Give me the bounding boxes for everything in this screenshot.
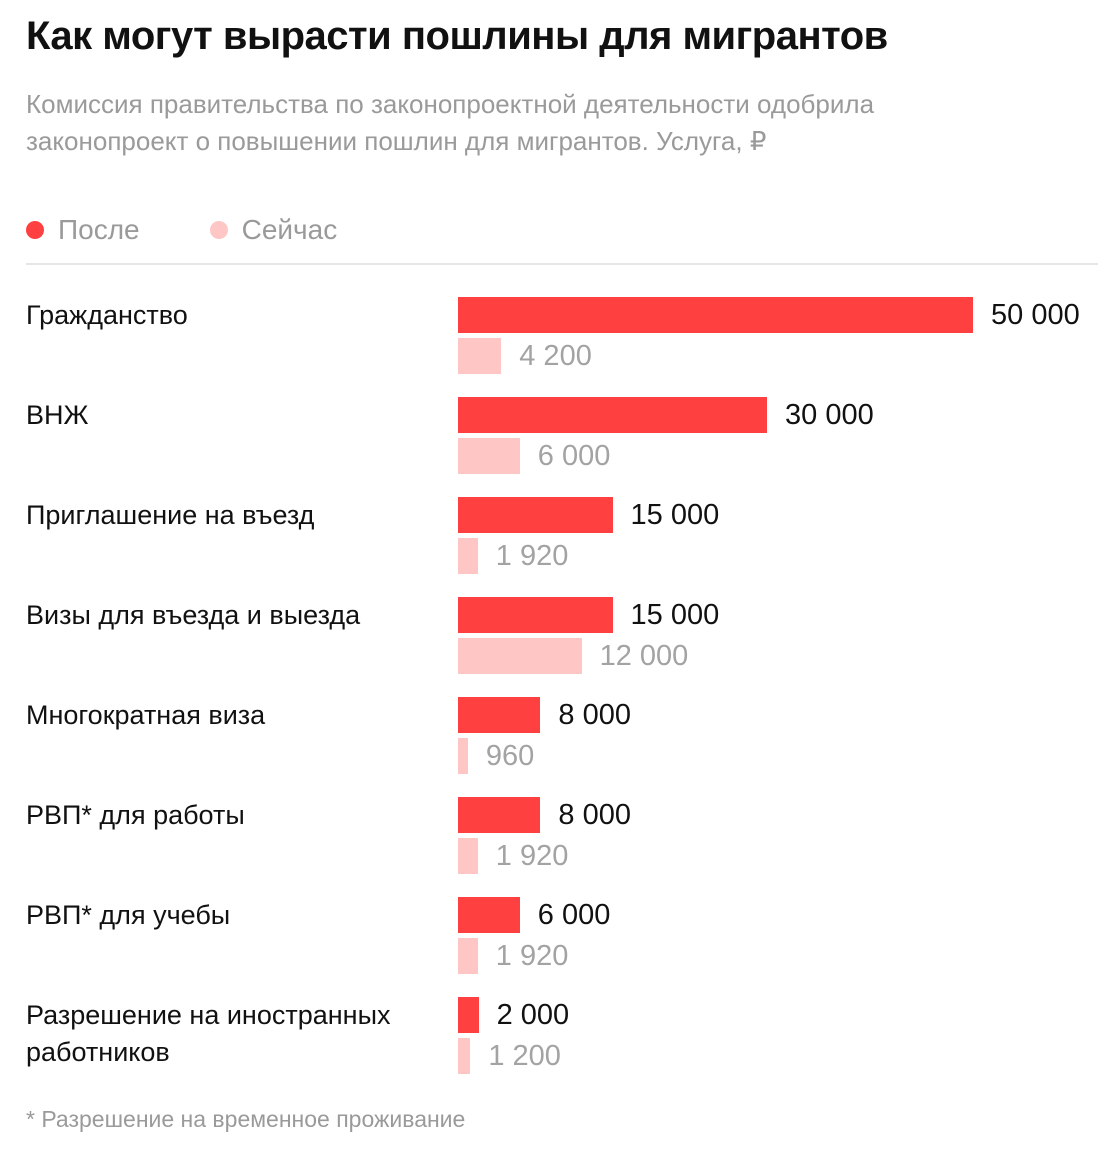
category-label: Гражданство bbox=[26, 300, 188, 330]
value-label-before: 1 920 bbox=[495, 840, 569, 872]
chart-title: Как могут вырасти пошлины для мигрантов bbox=[26, 14, 888, 58]
category-label: РВП* для учебы bbox=[26, 900, 231, 930]
chart-subtitle: Комиссия правительства по законопроектно… bbox=[26, 89, 875, 156]
bar-before bbox=[458, 538, 478, 574]
value-label-after: 15 000 bbox=[630, 499, 720, 531]
legend: После Сейчас bbox=[26, 214, 337, 246]
value-label-before: 12 000 bbox=[599, 640, 689, 672]
chart-row: РВП* для учебы 6 000 1 920 bbox=[0, 897, 1120, 997]
value-label-after: 50 000 bbox=[991, 299, 1080, 331]
bar-after bbox=[458, 697, 541, 733]
bar-before bbox=[458, 1038, 471, 1074]
bar-after bbox=[458, 297, 973, 333]
bar-after bbox=[458, 997, 479, 1033]
bar-after bbox=[458, 397, 767, 433]
legend-label-after: После bbox=[58, 214, 140, 245]
legend-item-after: После bbox=[26, 214, 140, 246]
bar-before bbox=[458, 838, 478, 874]
category-label: Визы для въезда и выезда bbox=[26, 600, 361, 630]
footnote: * Разрешение на временное проживание bbox=[26, 1106, 466, 1132]
category-label: Многократная виза bbox=[26, 700, 266, 730]
chart-row: Многократная виза 8 000 960 bbox=[0, 697, 1120, 797]
value-label-after: 6 000 bbox=[537, 899, 611, 931]
chart-row: Разрешение на иностранных работников 2 00… bbox=[0, 997, 1120, 1097]
bar-before bbox=[458, 738, 468, 774]
category-label: Приглашение на въезд bbox=[26, 500, 315, 530]
divider bbox=[26, 263, 1098, 265]
legend-dot-after bbox=[26, 221, 44, 239]
bar-before bbox=[458, 438, 520, 474]
value-label-after: 15 000 bbox=[630, 599, 720, 631]
bar-after bbox=[458, 897, 520, 933]
legend-label-before: Сейчас bbox=[241, 214, 338, 245]
value-label-before: 4 200 bbox=[519, 340, 592, 372]
bar-before bbox=[458, 638, 582, 674]
bar-after bbox=[458, 797, 541, 833]
legend-dot-before bbox=[209, 221, 228, 239]
bar-after bbox=[458, 497, 613, 533]
value-label-before: 960 bbox=[485, 740, 535, 772]
chart-row: Гражданство 50 000 4 200 bbox=[0, 297, 1120, 397]
chart-row: Приглашение на въезд 15 000 1 920 bbox=[0, 497, 1120, 597]
value-label-before: 1 920 bbox=[495, 540, 569, 572]
chart-row: РВП* для работы 8 000 1 920 bbox=[0, 797, 1120, 897]
value-label-before: 1 920 bbox=[495, 940, 569, 972]
value-label-after: 8 000 bbox=[558, 799, 631, 831]
legend-item-before: Сейчас bbox=[209, 214, 338, 246]
category-label: Разрешение на иностранных работников bbox=[26, 1000, 391, 1067]
value-label-before: 1 200 bbox=[488, 1040, 561, 1072]
category-label: ВНЖ bbox=[26, 400, 89, 430]
bar-before bbox=[458, 938, 478, 974]
bar-after bbox=[458, 597, 613, 633]
value-label-before: 6 000 bbox=[537, 440, 611, 472]
value-label-after: 8 000 bbox=[558, 699, 631, 731]
category-label: РВП* для работы bbox=[26, 800, 245, 830]
bar-before bbox=[458, 338, 502, 374]
chart-row: Визы для въезда и выезда 15 000 12 000 bbox=[0, 597, 1120, 697]
chart-row: ВНЖ 30 000 6 000 bbox=[0, 397, 1120, 497]
value-label-after: 30 000 bbox=[785, 399, 874, 431]
value-label-after: 2 000 bbox=[496, 999, 570, 1031]
